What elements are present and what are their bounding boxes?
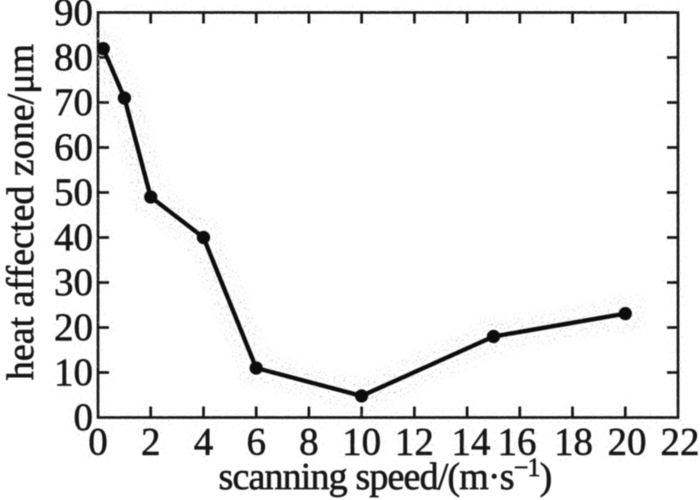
svg-text:30: 30	[54, 261, 93, 304]
svg-text:22: 22	[661, 421, 700, 464]
svg-text:60: 60	[54, 126, 93, 169]
svg-text:20: 20	[608, 421, 647, 464]
svg-text:heat affected zone/μm: heat affected zone/μm	[0, 44, 42, 380]
svg-text:6: 6	[246, 421, 266, 464]
svg-text:12: 12	[395, 421, 434, 464]
svg-text:2: 2	[141, 421, 161, 464]
svg-text:18: 18	[554, 421, 593, 464]
svg-text:10: 10	[54, 351, 93, 394]
svg-text:80: 80	[54, 36, 93, 79]
svg-text:50: 50	[54, 171, 93, 214]
svg-text:0: 0	[74, 396, 94, 439]
svg-text:0: 0	[88, 421, 108, 464]
svg-text:90: 90	[54, 0, 93, 34]
svg-text:70: 70	[54, 81, 93, 124]
svg-text:8: 8	[299, 421, 319, 464]
svg-text:16: 16	[498, 421, 537, 464]
svg-text:4: 4	[194, 421, 214, 464]
svg-text:40: 40	[54, 216, 93, 259]
svg-text:scanning speed/(m·s−1): scanning speed/(m·s−1)	[219, 453, 552, 498]
svg-text:14: 14	[452, 421, 491, 464]
svg-text:10: 10	[342, 421, 381, 464]
svg-text:20: 20	[54, 306, 93, 349]
